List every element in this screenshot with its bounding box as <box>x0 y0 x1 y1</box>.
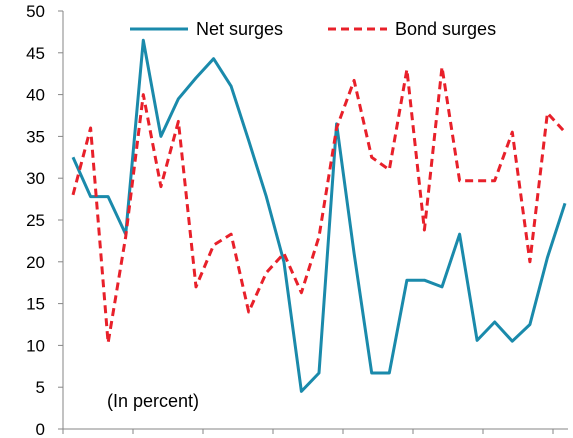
y-tick-label: 35 <box>26 127 45 146</box>
y-tick-label: 30 <box>26 169 45 188</box>
y-tick-label: 15 <box>26 295 45 314</box>
y-tick-label: 5 <box>36 378 45 397</box>
y-axis-ticks: 0 5 10 15 20 25 30 35 40 45 50 <box>26 2 63 438</box>
y-tick-label: 0 <box>36 420 45 438</box>
legend-label-net-surges: Net surges <box>196 19 283 39</box>
series-lines <box>71 38 567 393</box>
series-line-net-surges <box>71 38 567 393</box>
y-tick-label: 40 <box>26 86 45 105</box>
y-tick-label: 50 <box>26 2 45 21</box>
legend-label-bond-surges: Bond surges <box>395 19 496 39</box>
y-tick-label: 45 <box>26 44 45 63</box>
legend: Net surges Bond surges <box>130 19 496 39</box>
y-tick-label: 10 <box>26 336 45 355</box>
axes <box>62 11 568 430</box>
y-tick-label: 20 <box>26 253 45 272</box>
x-axis-ticks <box>62 429 554 434</box>
units-annotation: (In percent) <box>107 391 199 411</box>
series-line-bond-surges <box>71 65 567 345</box>
y-tick-label: 25 <box>26 211 45 230</box>
